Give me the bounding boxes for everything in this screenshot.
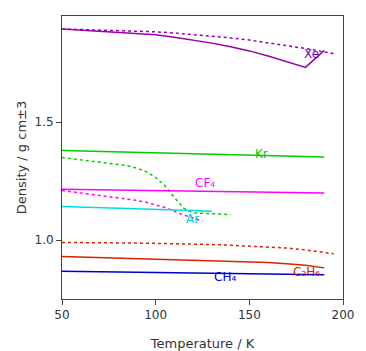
svg-text:150: 150 [238, 308, 261, 322]
svg-text:1.5: 1.5 [35, 115, 54, 129]
svg-text:50: 50 [54, 308, 69, 322]
svg-text:1.0: 1.0 [35, 233, 54, 247]
svg-text:CH₄: CH₄ [214, 270, 236, 284]
svg-text:Xe: Xe [304, 47, 319, 61]
svg-text:C₂H₆: C₂H₆ [293, 265, 320, 279]
svg-text:CF₄: CF₄ [195, 176, 215, 190]
svg-text:Ar: Ar [186, 212, 199, 226]
svg-text:200: 200 [332, 308, 355, 322]
svg-text:100: 100 [144, 308, 167, 322]
svg-text:Density / g cm±3: Density / g cm±3 [14, 101, 29, 214]
svg-text:Temperature / K: Temperature / K [150, 336, 255, 351]
svg-text:Kr: Kr [255, 147, 268, 161]
